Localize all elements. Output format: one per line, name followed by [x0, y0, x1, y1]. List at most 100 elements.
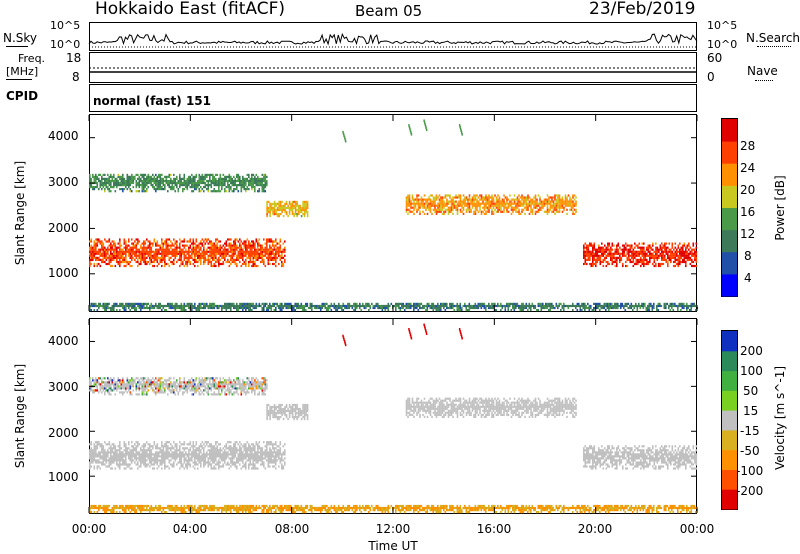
velocity-echo-cell [143, 389, 145, 392]
power-echo-cell [270, 248, 273, 251]
power-echo-cell [450, 198, 453, 201]
power-echo-cell [165, 181, 168, 185]
velocity-echo-cell [449, 411, 451, 414]
velocity-echo-cell [407, 407, 409, 410]
velocity-echo-cell [491, 413, 493, 416]
velocity-echo-cell [488, 405, 490, 408]
power-echo-cell [458, 194, 460, 197]
power-echo-cell [95, 242, 97, 245]
velocity-echo-cell [122, 381, 124, 384]
power-echo-cell [96, 242, 99, 245]
velocity-echo-cell [273, 457, 276, 460]
power-echo-cell [305, 211, 307, 214]
power-echo-cell [156, 254, 159, 257]
velocity-echo-cell [275, 461, 277, 464]
velocity-echo-cell [230, 445, 232, 448]
power-echo-cell [123, 260, 126, 264]
power-echo-cell [107, 240, 109, 243]
velocity-echo-cell [249, 383, 252, 386]
power-echo-cell [123, 179, 126, 183]
power-echo-cell [237, 254, 240, 257]
power-echo-cell [149, 177, 151, 180]
velocity-echo-cell [197, 455, 199, 458]
velocity-echo-cell [224, 381, 226, 384]
velocity-echo-cell [203, 381, 205, 384]
velocity-echo-cell [99, 453, 102, 456]
power-echo-cell [411, 202, 414, 205]
power-echo-cell [506, 208, 508, 211]
power-echo-cell [273, 204, 276, 207]
power-echo-cell [176, 248, 178, 251]
power-echo-cell [228, 175, 231, 178]
power-echo-cell [153, 238, 156, 241]
velocity-echo-cell [275, 414, 277, 417]
velocity-echo-cell [141, 391, 144, 394]
power-echo-cell [405, 200, 408, 203]
power-echo-cell [234, 179, 237, 183]
power-echo-cell [93, 254, 96, 257]
power-echo-cell [198, 175, 201, 178]
velocity-echo-cell [444, 399, 447, 402]
velocity-echo-cell [467, 409, 469, 412]
velocity-echo-cell [261, 453, 264, 456]
velocity-echo-cell [192, 461, 195, 464]
power-echo-cell [255, 254, 258, 257]
power-echo-cell [491, 202, 493, 205]
velocity-echo-cell [276, 451, 279, 454]
power-echo-cell [191, 254, 193, 257]
power-echo-cell [207, 250, 210, 253]
velocity-echo-cell [176, 387, 178, 390]
velocity-echo-cell [239, 455, 241, 458]
power-echo-cell [467, 208, 469, 211]
power-echo-cell [278, 204, 280, 207]
velocity-echo-cell [156, 391, 159, 394]
power-echo-cell [185, 256, 187, 259]
velocity-echo-cell [123, 455, 126, 458]
velocity-echo-cell [120, 455, 123, 458]
velocity-echo-cell [459, 397, 462, 400]
velocity-echo-cell [434, 399, 436, 402]
power-echo-cell [296, 204, 298, 207]
velocity-echo-cell [204, 461, 207, 464]
power-echo-cell [405, 206, 408, 209]
power-echo-cell [282, 264, 285, 268]
velocity-echo-cell [147, 381, 150, 384]
power-echo-cell [123, 258, 126, 261]
power-echo-cell [162, 250, 165, 253]
power-echo-cell [96, 250, 99, 253]
velocity-echo-cell [146, 383, 148, 386]
velocity-echo-cell [492, 409, 495, 412]
power-echo-cell [147, 179, 150, 183]
power-echo-cell [287, 215, 289, 218]
velocity-echo-cell [432, 407, 435, 410]
velocity-echo-cell [452, 403, 454, 406]
velocity-echo-cell [210, 457, 213, 460]
velocity-echo-cell [180, 387, 183, 390]
power-echo-cell [291, 204, 294, 207]
power-echo-cell [122, 181, 124, 185]
velocity-echo-cell [213, 451, 216, 454]
velocity-echo-cell [164, 465, 166, 468]
velocity-echo-cell [197, 385, 199, 388]
power-echo-cell [408, 204, 411, 207]
velocity-echo-cell [246, 383, 249, 386]
velocity-echo-cell [138, 459, 141, 462]
power-echo-cell [501, 200, 504, 203]
power-echo-cell [92, 254, 94, 257]
velocity-echo-cell [215, 457, 217, 460]
velocity-echo-cell [98, 465, 100, 468]
power-echo-cell [129, 177, 132, 180]
velocity-echo-cell [122, 387, 124, 390]
velocity-echo-cell [105, 457, 108, 460]
power-echo-cell [177, 250, 180, 253]
power-echo-cell [476, 194, 478, 197]
power-echo-cell [99, 252, 102, 255]
power-echo-cell [117, 246, 120, 249]
power-echo-cell [174, 181, 177, 185]
power-echo-cell [179, 179, 181, 183]
velocity-echo-cell [233, 453, 235, 456]
velocity-echo-cell [266, 403, 268, 407]
power-echo-cell [120, 248, 123, 251]
velocity-echo-cell [237, 449, 240, 452]
power-echo-cell [90, 250, 93, 253]
